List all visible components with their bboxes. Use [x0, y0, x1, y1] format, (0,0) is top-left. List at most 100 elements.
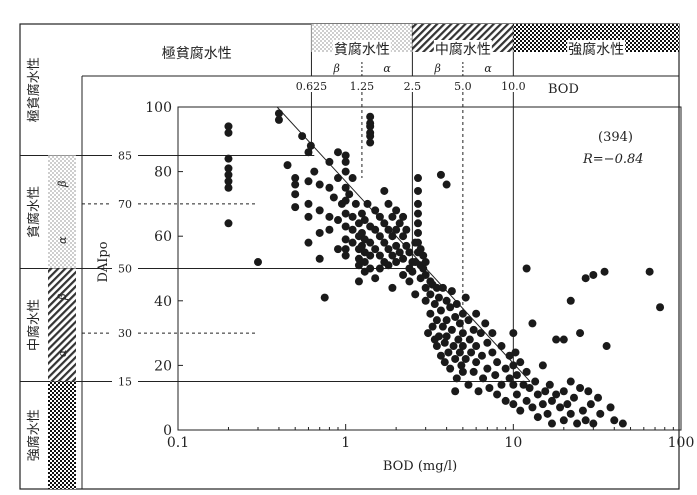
data-point [388, 232, 397, 241]
data-point [465, 335, 474, 344]
data-point [505, 374, 514, 383]
data-point [589, 419, 598, 428]
data-point [333, 174, 342, 183]
data-point [512, 390, 521, 399]
data-point [488, 348, 497, 357]
data-point [547, 419, 556, 428]
data-point [360, 258, 369, 267]
data-point [315, 180, 324, 189]
data-point [224, 170, 233, 179]
data-point [645, 267, 654, 276]
data-point [315, 254, 324, 263]
data-point [283, 161, 292, 170]
data-point [304, 212, 313, 221]
data-point [497, 342, 506, 351]
data-point [509, 400, 518, 409]
boundary-label: 85 [118, 149, 132, 162]
data-point [528, 319, 537, 328]
data-point [371, 225, 380, 234]
data-point [461, 354, 470, 363]
data-point [384, 245, 393, 254]
data-point [357, 241, 366, 250]
data-point [491, 371, 500, 380]
data-point [380, 186, 389, 195]
data-point [421, 296, 430, 305]
data-point [224, 177, 233, 186]
data-point [455, 348, 464, 357]
top-zone-sub-beta: β [332, 62, 339, 75]
top-zone-label-bg [567, 40, 626, 58]
data-point [458, 329, 467, 338]
top-zone-label-bg [332, 40, 391, 58]
boundary-lines: 85 70 50 30 15 0.625 1.25 2.5 5.0 10.0 [82, 80, 531, 389]
data-point [413, 238, 422, 247]
data-point [483, 338, 492, 347]
data-point [351, 199, 360, 208]
top-zone-label: 極貧腐水性 [162, 45, 232, 62]
data-point [606, 403, 615, 412]
data-point [325, 225, 334, 234]
x-tick-label: 1 [341, 435, 350, 451]
data-point [451, 312, 460, 321]
data-point [538, 361, 547, 370]
data-point [547, 396, 556, 405]
data-point [384, 225, 393, 234]
data-point [440, 338, 449, 347]
data-point [451, 387, 460, 396]
x-tick-label: 0.1 [167, 435, 189, 451]
data-point [310, 167, 319, 176]
data-point [341, 151, 350, 160]
data-point [576, 384, 585, 393]
data-point [304, 238, 313, 247]
data-point [442, 332, 451, 341]
data-point [384, 261, 393, 270]
top-tick-label: 5.0 [454, 80, 472, 93]
data-point [411, 290, 420, 299]
data-point [341, 209, 350, 218]
data-point [512, 371, 521, 380]
data-point [436, 306, 445, 315]
data-point [366, 138, 375, 147]
y-tick-label: 40 [154, 294, 172, 310]
data-point [354, 277, 363, 286]
data-point [341, 183, 350, 192]
data-point [559, 387, 568, 396]
data-point [477, 351, 486, 360]
data-point [584, 387, 593, 396]
data-point [469, 367, 478, 376]
data-point [566, 409, 575, 418]
data-point [552, 390, 561, 399]
top-zone-label: 貧腐水性 [334, 41, 390, 58]
data-point [476, 329, 485, 338]
data-point [559, 335, 568, 344]
data-point [416, 245, 425, 254]
data-point [432, 342, 441, 351]
top-tick-label: 0.625 [296, 80, 328, 93]
data-point [366, 122, 375, 131]
data-point [419, 264, 428, 273]
top-zone-sub-alpha: α [383, 62, 391, 75]
left-zone-label: 強腐水性 [27, 409, 42, 461]
data-point [426, 309, 435, 318]
data-point [493, 358, 502, 367]
data-point [388, 212, 397, 221]
data-point [413, 228, 422, 237]
data-point [224, 183, 233, 192]
data-point [329, 193, 338, 202]
data-point [395, 219, 404, 228]
data-point [371, 206, 380, 215]
data-point [375, 264, 384, 273]
data-point [371, 274, 380, 283]
data-point [424, 329, 433, 338]
data-point [224, 164, 233, 173]
data-point [610, 416, 619, 425]
data-point [341, 167, 350, 176]
data-point [413, 219, 422, 228]
data-point [375, 251, 384, 260]
data-point [392, 258, 401, 267]
annotation-count: (394) [598, 130, 633, 145]
data-point [375, 232, 384, 241]
data-point [522, 264, 531, 273]
data-point [392, 241, 401, 250]
data-point [366, 264, 375, 273]
